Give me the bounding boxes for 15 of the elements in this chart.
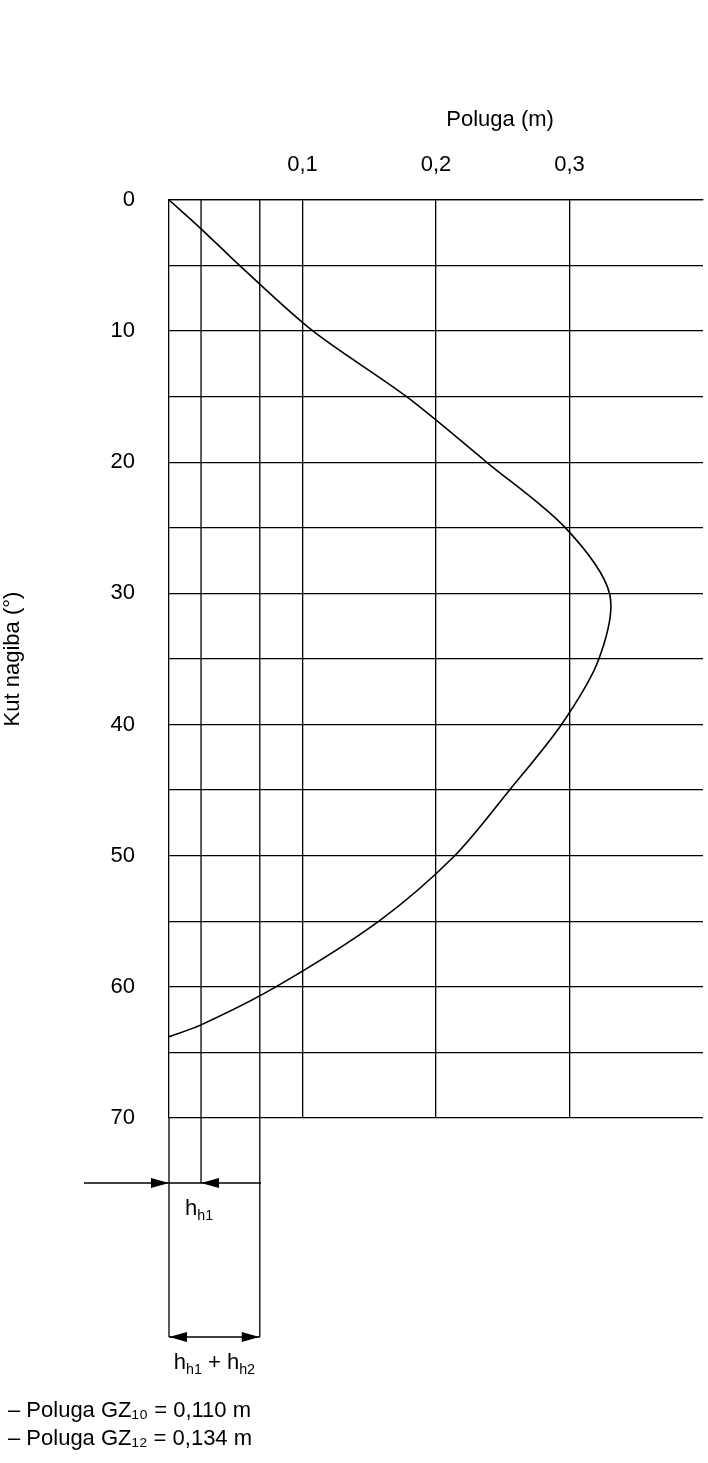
x-axis-title: Poluga (m) [446, 106, 554, 132]
y-tick-label: 40 [110, 710, 135, 736]
y-tick-label: 10 [110, 317, 135, 343]
y-tick-label: 20 [110, 448, 135, 474]
x-tick-label: 0,3 [554, 150, 585, 176]
y-tick-label: 0 [122, 186, 135, 212]
x-tick-label: 0,2 [420, 150, 452, 176]
y-tick-label: 30 [110, 579, 135, 605]
y-tick-label: 50 [110, 841, 135, 867]
y-tick-label: 60 [110, 972, 135, 998]
text: – Poluga GZ₁₀ = 0,110 m [8, 1397, 251, 1423]
y-axis-title: Kut nagiba (°) [0, 591, 25, 727]
y-tick-label: 70 [110, 1104, 135, 1130]
text: – Poluga GZ₁₂ = 0,134 m [8, 1425, 253, 1451]
x-tick-label: 0,1 [287, 150, 318, 176]
